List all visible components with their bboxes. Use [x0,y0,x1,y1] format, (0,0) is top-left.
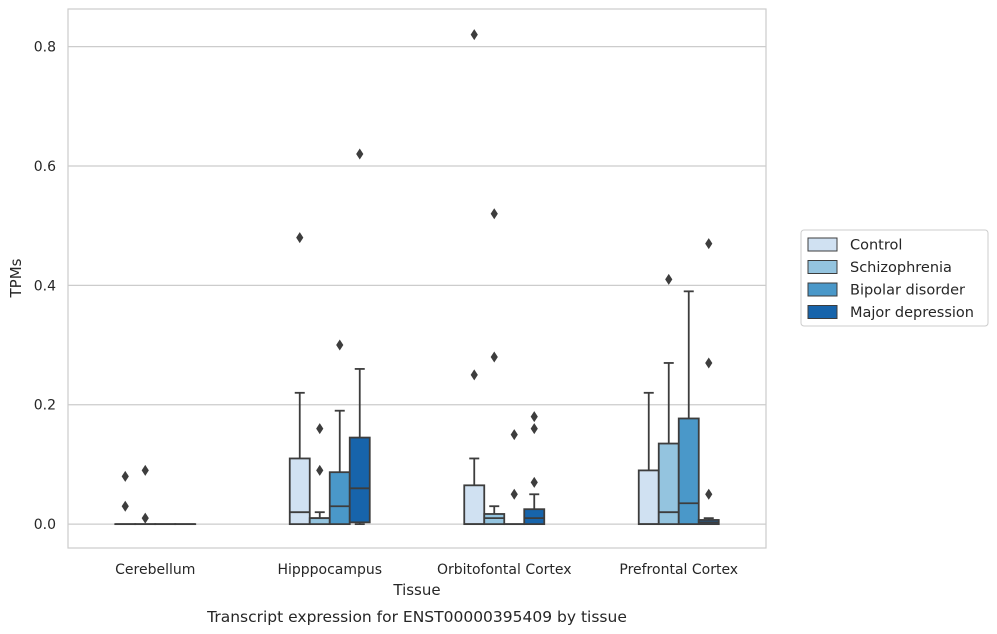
box-group [114,470,137,526]
outlier-point [510,429,518,441]
x-tick-label: Cerebellum [115,562,195,578]
outlier-point [121,500,129,512]
x-axis-label: Tissue [392,581,440,599]
legend-swatch [807,260,838,274]
box-group [288,232,311,526]
outlier-point [490,208,498,220]
box [637,469,660,526]
y-tick-label: 0.4 [34,278,56,294]
outlier-point [470,29,478,41]
outlier-point [141,464,149,476]
outlier-point [336,339,344,351]
box-group [697,238,720,526]
box-group [328,339,351,526]
x-tick-label: Prefrontal Cortex [619,562,738,578]
outlier-point [665,273,673,285]
outlier-point [705,488,713,500]
box-group [348,148,371,526]
y-tick-label: 0.2 [34,398,56,414]
x-tick-labels: Cerebellum Hipppocampus Orbitofontal Corte… [115,562,738,578]
box-group [637,391,660,526]
box-group [677,290,700,526]
x-tick-label: Orbitofontal Cortex [437,562,572,578]
box-group [503,429,526,526]
box-group [657,273,680,526]
legend-label: Schizophrenia [850,260,952,276]
outlier-point [705,238,713,250]
outlier-point [121,470,129,482]
chart-caption: Transcript expression for ENST0000039540… [206,608,627,626]
outlier-point [356,148,364,160]
box-group [463,29,486,526]
outlier-point [530,423,538,435]
outlier-point [705,357,713,369]
outlier-point [510,488,518,500]
legend-label: Bipolar disorder [850,283,965,299]
box [328,471,351,526]
y-tick-label: 0.0 [34,517,56,533]
outlier-point [316,464,324,476]
box-group [483,208,506,526]
outlier-point [530,476,538,488]
plot-frame [67,8,767,549]
box [523,508,546,526]
y-tick-label: 0.8 [34,40,56,56]
box [288,457,311,526]
legend-label: Major depression [850,305,974,321]
outlier-point [530,411,538,423]
outlier-point [470,369,478,381]
box [463,484,486,526]
legend-label: Control [850,238,902,254]
outlier-point [316,423,324,435]
legend-swatch [807,305,838,319]
y-axis-label: TPMs [7,258,25,298]
legend-frame [800,229,989,327]
outlier-point [296,232,304,244]
plot-area [114,29,720,526]
legend-swatch [807,282,838,297]
box-group [134,464,157,526]
box [348,436,371,524]
y-tick-labels: 0.0 0.2 0.4 0.6 0.8 [34,40,56,534]
x-tick-label: Hipppocampus [277,562,382,578]
legend-swatch [807,237,838,252]
outlier-point [141,512,149,524]
box [677,417,700,526]
box-group [308,423,331,526]
outlier-point [490,351,498,363]
y-tick-label: 0.6 [34,159,56,175]
box-group [523,411,546,526]
legend: Control Schizophrenia Bipolar disorder Majo… [800,229,989,327]
